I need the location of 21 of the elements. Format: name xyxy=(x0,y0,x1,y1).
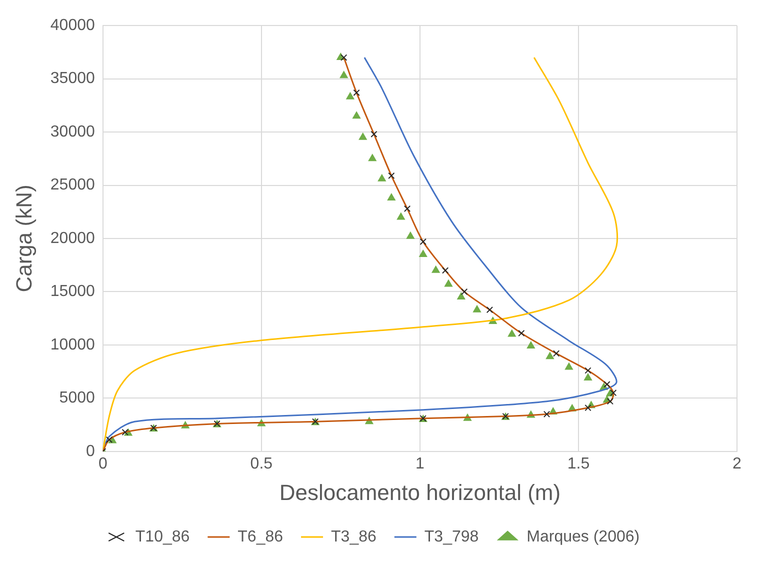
y-tick-label: 25000 xyxy=(50,176,95,194)
x-tick-label: 2 xyxy=(732,455,742,472)
x-axis-title: Deslocamento horizontal (m) xyxy=(279,480,561,505)
legend-label: Marques (2006) xyxy=(526,528,640,546)
x-tick-label: 1 xyxy=(415,455,424,472)
y-tick-label: 5000 xyxy=(59,390,95,407)
legend-label: T10_86 xyxy=(135,528,190,546)
y-tick-label: 0 xyxy=(86,442,95,460)
legend-label: T6_86 xyxy=(238,528,284,546)
y-tick-label: 30000 xyxy=(50,123,95,140)
y-tick-label: 35000 xyxy=(50,70,95,88)
legend-label: T3_86 xyxy=(331,528,376,546)
y-tick-label: 10000 xyxy=(50,336,95,354)
x-tick-label: 0.5 xyxy=(250,455,273,472)
y-axis-title: Carga (kN) xyxy=(11,184,36,292)
y-tick-label: 40000 xyxy=(50,17,95,34)
x-tick-label: 1.5 xyxy=(567,455,590,472)
y-tick-label: 15000 xyxy=(50,283,95,300)
legend-label: T3_798 xyxy=(424,528,479,546)
x-tick-label: 0 xyxy=(98,455,108,472)
y-tick-label: 20000 xyxy=(50,230,95,247)
